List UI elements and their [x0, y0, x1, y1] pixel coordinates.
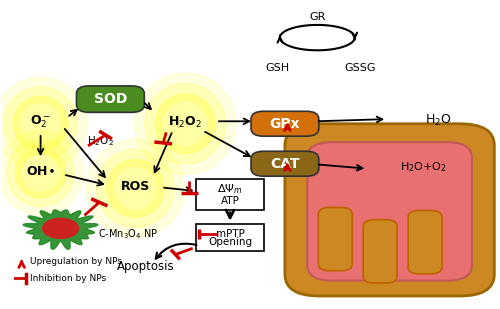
Text: H$_2$O+O$_2$: H$_2$O+O$_2$ [400, 160, 446, 174]
Ellipse shape [156, 94, 215, 154]
Ellipse shape [134, 73, 236, 175]
Polygon shape [23, 210, 98, 249]
Text: Upregulation by NPs: Upregulation by NPs [30, 257, 122, 266]
Text: ATP: ATP [220, 196, 240, 206]
FancyBboxPatch shape [76, 86, 144, 112]
FancyBboxPatch shape [363, 220, 397, 283]
Text: GPx: GPx [270, 117, 300, 131]
FancyBboxPatch shape [308, 142, 472, 281]
Ellipse shape [106, 159, 164, 217]
Ellipse shape [22, 155, 59, 191]
Text: SOD: SOD [94, 92, 127, 106]
Text: O$_2^-$: O$_2^-$ [30, 114, 51, 130]
Text: Inhibition by NPs: Inhibition by NPs [30, 274, 106, 283]
Ellipse shape [13, 96, 68, 151]
Text: ROS: ROS [120, 180, 150, 193]
Text: Apoptosis: Apoptosis [116, 260, 174, 273]
Text: mPTP: mPTP [216, 229, 244, 239]
Ellipse shape [21, 104, 60, 143]
Ellipse shape [0, 131, 83, 215]
FancyBboxPatch shape [285, 124, 494, 296]
Ellipse shape [96, 149, 174, 227]
FancyBboxPatch shape [251, 151, 319, 176]
Text: GSH: GSH [266, 63, 289, 73]
Ellipse shape [145, 83, 226, 164]
Text: H$_2$O$_2$: H$_2$O$_2$ [87, 134, 114, 148]
Ellipse shape [114, 167, 156, 209]
Text: H$_2$O$_2$: H$_2$O$_2$ [168, 115, 202, 130]
Ellipse shape [7, 139, 74, 206]
Text: GR: GR [309, 12, 326, 22]
Ellipse shape [42, 218, 78, 238]
Ellipse shape [0, 77, 87, 170]
Text: GSSG: GSSG [344, 63, 376, 73]
FancyBboxPatch shape [196, 224, 264, 251]
Text: H$_2$O: H$_2$O [424, 113, 451, 128]
FancyBboxPatch shape [318, 207, 352, 271]
Ellipse shape [16, 148, 66, 198]
Text: C-Mn$_3$O$_4$ NP: C-Mn$_3$O$_4$ NP [98, 227, 158, 241]
Text: OH$\bullet$: OH$\bullet$ [26, 165, 55, 178]
FancyBboxPatch shape [408, 210, 442, 274]
Ellipse shape [4, 87, 78, 161]
Ellipse shape [164, 102, 206, 145]
FancyBboxPatch shape [196, 180, 264, 210]
FancyBboxPatch shape [251, 111, 319, 136]
Text: Opening: Opening [208, 237, 252, 247]
Ellipse shape [86, 139, 184, 237]
Text: CAT: CAT [270, 157, 300, 171]
Text: $\Delta\Psi_m$: $\Delta\Psi_m$ [218, 182, 243, 196]
